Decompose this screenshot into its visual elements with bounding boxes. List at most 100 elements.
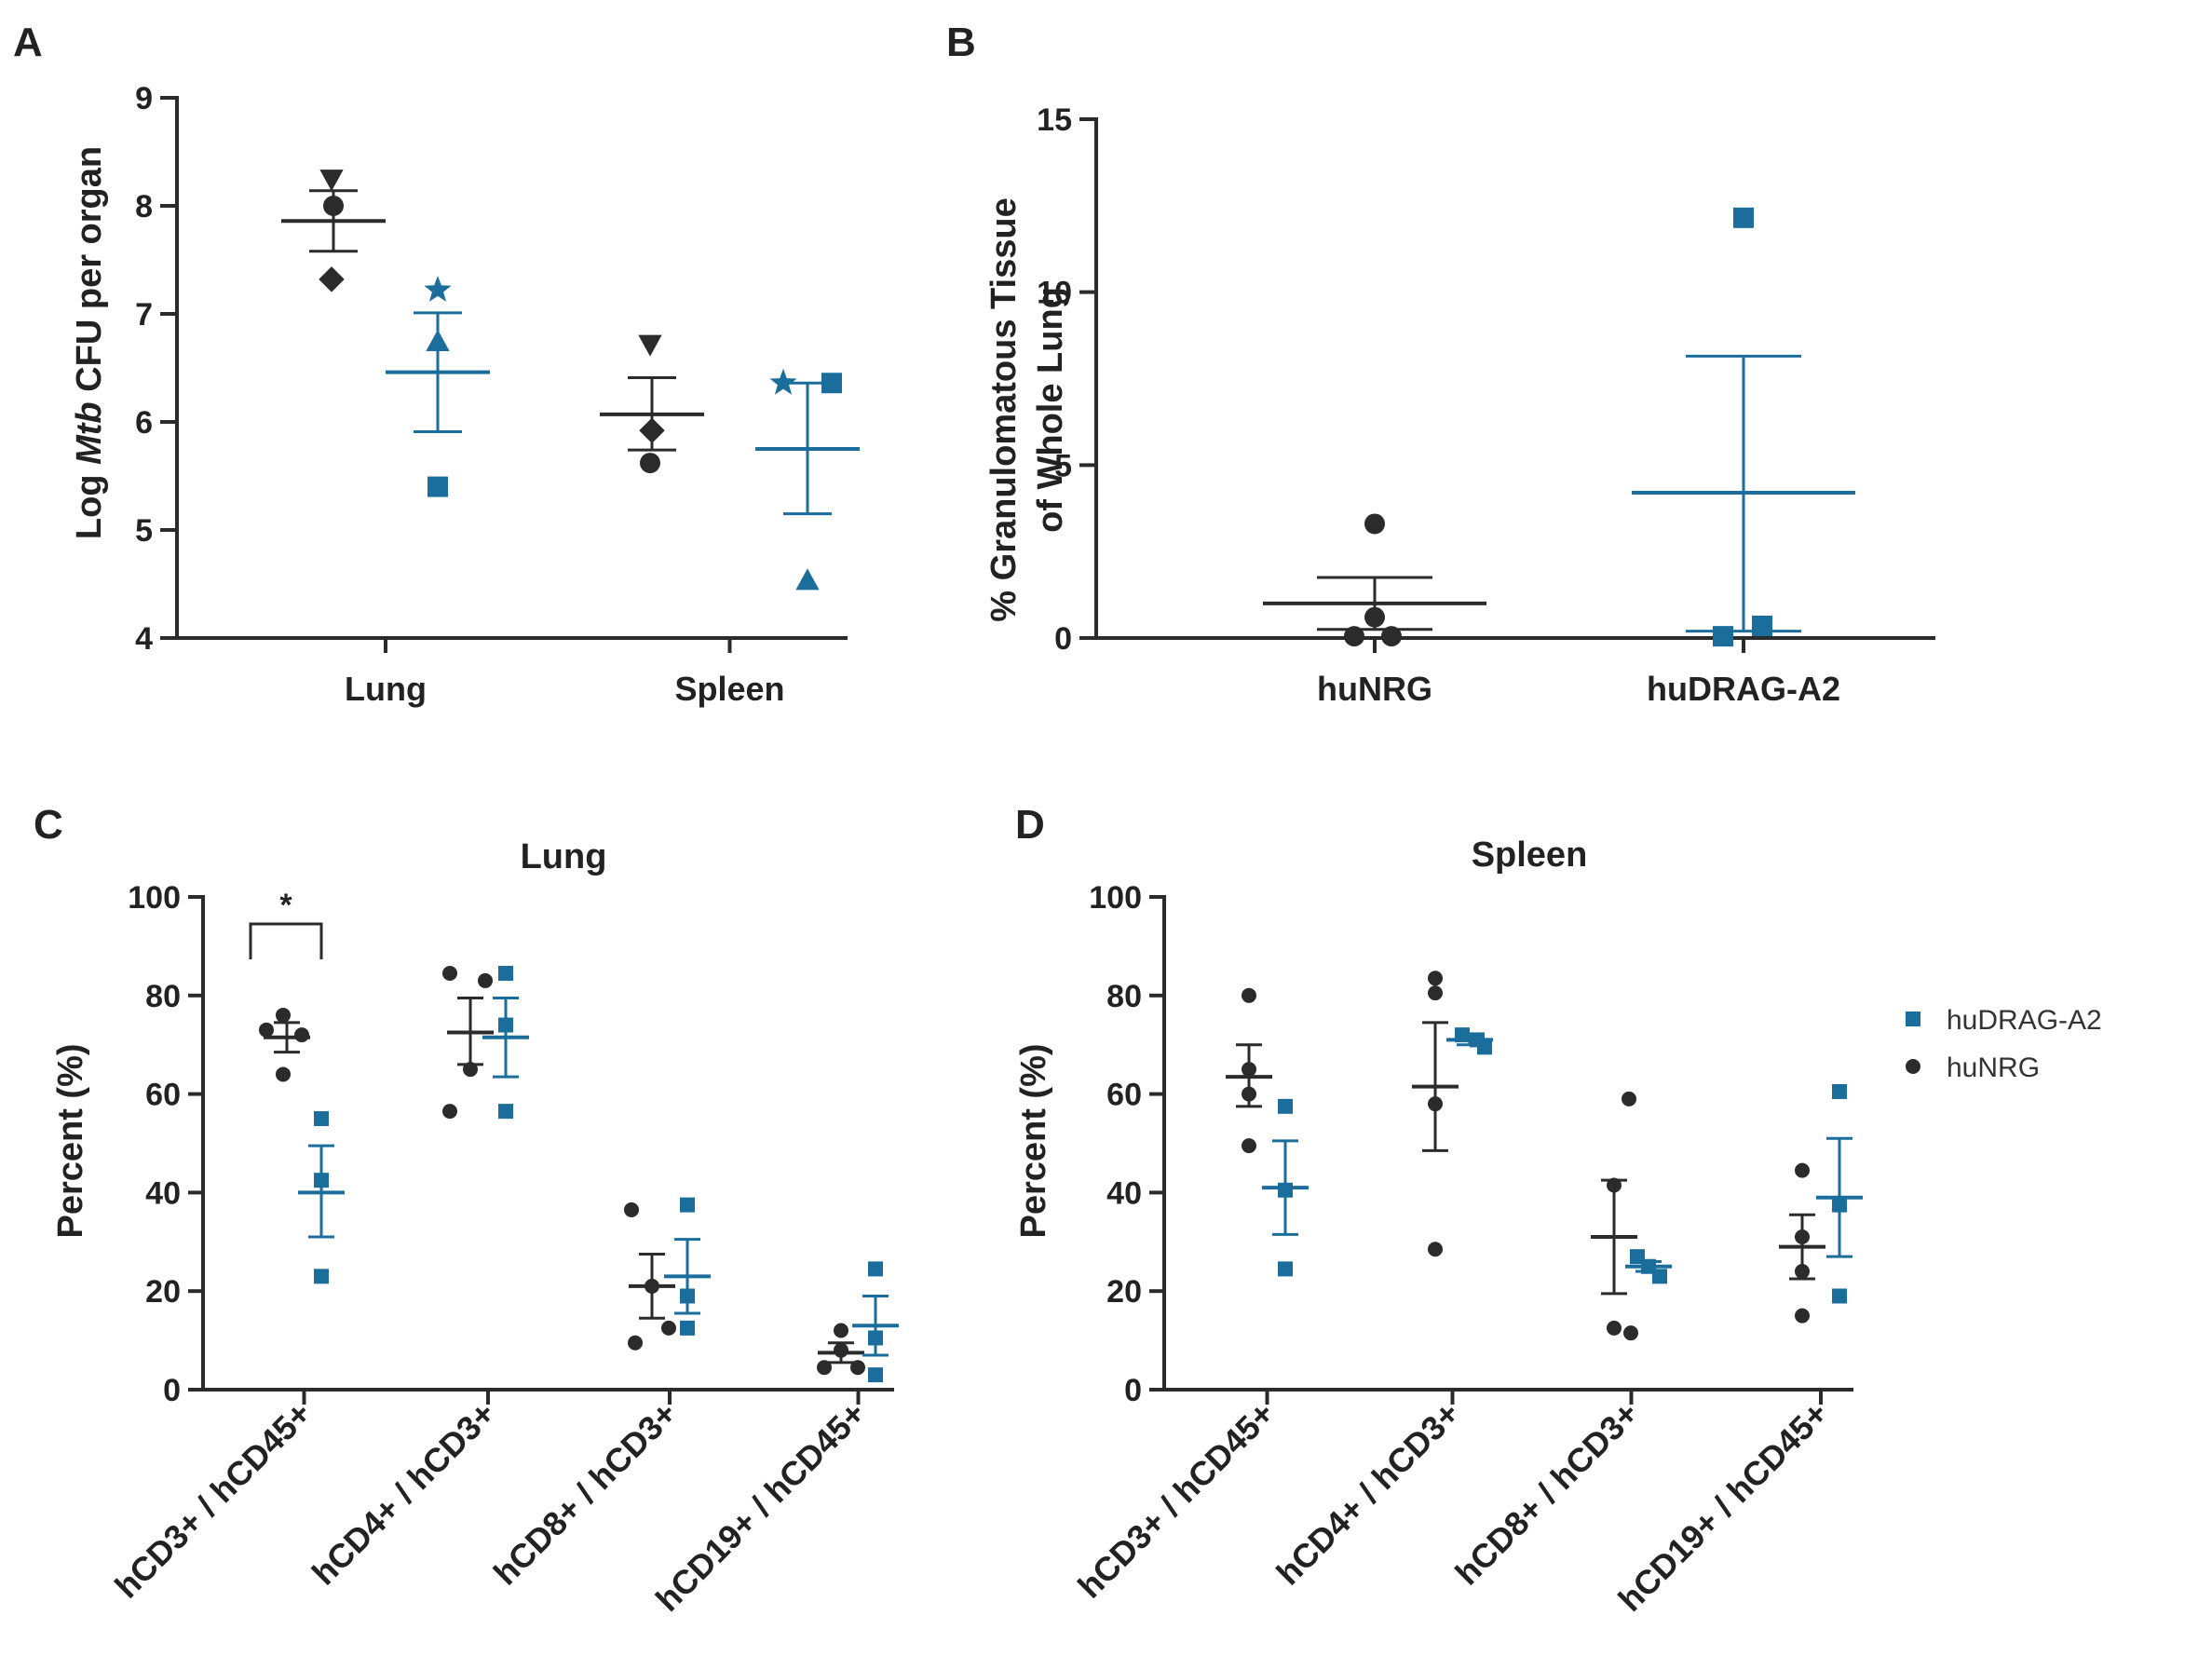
data-point <box>868 1330 883 1346</box>
data-point <box>821 373 842 394</box>
data-point <box>1623 1325 1638 1341</box>
data-point <box>661 1320 676 1336</box>
x-tick-label: huNRG <box>1317 670 1432 708</box>
panel-b-chart: % Granulomatous Tissue of Whole Lung 0 5 1… <box>984 102 1935 708</box>
panel-c-title: Lung <box>521 837 607 876</box>
data-point <box>680 1197 695 1213</box>
data-point <box>795 568 820 591</box>
data-point <box>1278 1182 1293 1198</box>
data-point <box>442 965 457 981</box>
data-point <box>639 417 665 444</box>
data-point <box>680 1288 695 1304</box>
y-tick-label: 15 <box>1037 102 1072 138</box>
data-point <box>319 170 344 192</box>
panel-b-ylabel-line2: of Whole Lung <box>1031 287 1070 533</box>
x-tick-label: hCD8+ / hCD3+ <box>1447 1394 1646 1593</box>
legend-label-hudrag: huDRAG-A2 <box>1947 1005 2102 1036</box>
panel-a-ylabel: Log Mtb CFU per organ <box>70 146 109 539</box>
data-point <box>294 1027 309 1043</box>
data-point <box>276 1066 291 1082</box>
data-point <box>1428 985 1443 1001</box>
panel-c-ylabel: Percent (%) <box>51 1043 90 1238</box>
data-point <box>498 965 513 981</box>
data-point <box>1733 207 1754 228</box>
data-point <box>314 1173 329 1188</box>
data-point <box>624 1202 639 1217</box>
data-point <box>834 1323 848 1338</box>
y-tick-label: 60 <box>145 1078 181 1113</box>
y-tick-label: 6 <box>135 405 153 441</box>
data-point <box>276 1007 291 1023</box>
data-point <box>1622 1091 1636 1107</box>
y-tick-label: 10 <box>1037 276 1072 311</box>
legend-circle-marker <box>1906 1059 1920 1074</box>
data-point <box>850 1360 865 1376</box>
data-point <box>1832 1288 1847 1304</box>
x-tick-label: hCD4+ / hCD3+ <box>305 1394 503 1593</box>
y-tick-label: 8 <box>135 189 153 224</box>
data-point <box>1795 1162 1810 1178</box>
data-point <box>1364 513 1385 535</box>
y-tick-label: 20 <box>1106 1274 1142 1310</box>
data-point <box>1607 1177 1622 1193</box>
x-tick-label: hCD8+ / hCD3+ <box>486 1394 685 1593</box>
x-tick-label: hCD19+ / hCD45+ <box>1610 1394 1835 1619</box>
y-tick-label: 0 <box>163 1373 181 1408</box>
data-point <box>1364 606 1385 628</box>
data-point <box>1832 1083 1847 1099</box>
panel-letter-b: B <box>946 20 976 65</box>
data-point <box>868 1367 883 1383</box>
panel-d-title: Spleen <box>1472 835 1588 875</box>
data-point <box>638 334 662 357</box>
y-tick-label: 100 <box>1089 880 1142 916</box>
y-tick-label: 5 <box>135 513 153 549</box>
data-point <box>427 476 448 497</box>
x-tick-label: Lung <box>345 670 427 708</box>
data-point <box>1242 987 1256 1003</box>
data-point <box>1428 971 1443 986</box>
data-point <box>817 1360 832 1376</box>
data-point <box>319 266 345 292</box>
data-point <box>498 1104 513 1120</box>
y-tick-label: 100 <box>128 880 181 916</box>
data-point <box>769 368 797 395</box>
data-point <box>1242 1138 1256 1154</box>
x-tick-label: hCD3+ / hCD45+ <box>107 1394 319 1606</box>
data-point <box>1477 1039 1492 1055</box>
data-point <box>1607 1320 1622 1336</box>
data-point <box>868 1261 883 1277</box>
significance-label: * <box>279 888 292 923</box>
data-point <box>1455 1027 1470 1043</box>
panel-c-chart: Lung Percent (%) 0 20 40 60 80 100 hCD3+ / hCD… <box>51 837 899 1619</box>
data-point <box>259 1022 274 1038</box>
y-tick-label: 20 <box>145 1274 181 1310</box>
data-point <box>1344 626 1364 647</box>
data-point <box>498 1017 513 1033</box>
y-tick-label: 5 <box>1054 448 1072 483</box>
data-point <box>1242 1086 1256 1102</box>
data-point <box>1795 1229 1810 1245</box>
data-point <box>1795 1264 1810 1280</box>
data-point <box>478 972 493 988</box>
y-tick-label: 40 <box>1106 1175 1142 1211</box>
x-tick-label: hCD3+ / hCD45+ <box>1070 1394 1282 1606</box>
data-point <box>640 453 660 474</box>
y-tick-label: 7 <box>135 297 153 333</box>
data-point <box>1713 626 1733 647</box>
legend-square-marker <box>1906 1012 1920 1026</box>
data-point <box>1428 1096 1443 1112</box>
y-tick-label: 80 <box>145 979 181 1014</box>
y-tick-label: 0 <box>1124 1373 1142 1408</box>
panel-letter-a: A <box>13 20 43 65</box>
y-tick-label: 9 <box>135 81 153 116</box>
y-tick-label: 80 <box>1106 979 1142 1014</box>
x-tick-label: huDRAG-A2 <box>1647 670 1840 708</box>
data-point <box>1278 1098 1293 1114</box>
y-tick-label: 0 <box>1054 621 1072 657</box>
x-tick-label: Spleen <box>674 670 784 708</box>
y-tick-label: 40 <box>145 1175 181 1211</box>
data-point <box>424 276 452 302</box>
x-tick-label: hCD19+ / hCD45+ <box>648 1394 873 1619</box>
panel-d-chart: Spleen Percent (%) 0 20 40 60 80 100 hCD3+ / h… <box>1014 835 1863 1619</box>
